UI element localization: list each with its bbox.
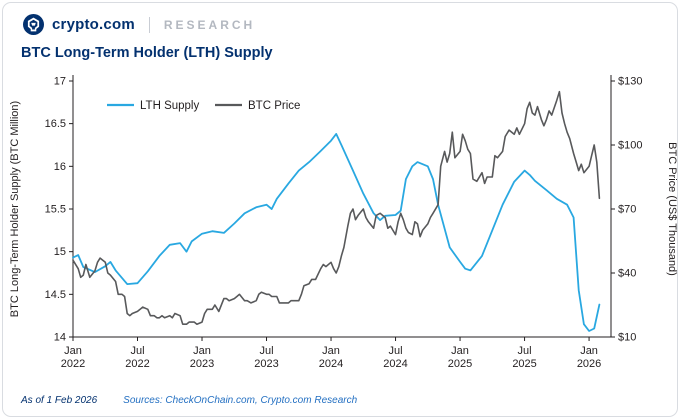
x-tick-year: 2024 [319,358,343,370]
brand-name: crypto.com [52,16,135,33]
x-tick-month: Jul [259,345,273,357]
left-tick-label: 14.5 [45,289,66,301]
chart-title: BTC Long-Term Holder (LTH) Supply [21,45,273,61]
right-tick-label: $130 [618,76,642,88]
x-tick-year: 2022 [61,358,85,370]
right-axis-title: BTC Price (US$ Thousand) [666,142,678,276]
left-tick-label: 16.5 [45,118,66,130]
left-tick-label: 15.5 [45,204,66,216]
x-tick-year: 2025 [448,358,472,370]
x-tick-year: 2023 [254,358,278,370]
crypto-com-logo-icon [23,14,44,35]
x-tick-month: Jan [451,345,469,357]
legend-label: LTH Supply [140,100,199,112]
series-lth-supply [72,133,601,332]
x-tick-year: 2025 [512,358,536,370]
left-tick-label: 17 [54,76,66,88]
left-tick-label: 16 [54,161,66,173]
header: crypto.com RESEARCH [23,14,255,35]
sources-note: Sources: CheckOnChain.com, Crypto.com Re… [123,395,358,406]
as-of-date: As of 1 Feb 2026 [21,395,98,406]
header-divider [148,16,150,33]
x-tick-month: Jan [193,345,211,357]
right-tick-label: $10 [618,332,636,344]
series-btc-price [72,90,601,326]
right-tick-label: $100 [618,140,642,152]
x-tick-month: Jan [322,345,340,357]
left-axis-title: BTC Long-Term Holder Supply (BTC Million… [9,101,21,317]
x-tick-year: 2026 [577,358,601,370]
legend-label: BTC Price [248,100,300,112]
x-tick-year: 2022 [125,358,149,370]
right-tick-label: $70 [618,204,636,216]
x-tick-month: Jul [518,345,532,357]
footer: As of 1 Feb 2026 Sources: CheckOnChain.c… [21,395,357,406]
x-tick-month: Jan [580,345,598,357]
research-label: RESEARCH [163,17,256,32]
chart-area: 14 14.5 15 15.5 16 16.5 17 $10 $40 $70 $100 $130 Jan… [3,65,678,373]
x-tick-month: Jul [130,345,144,357]
lth-supply-chart: 14 14.5 15 15.5 16 16.5 17 $10 $40 $70 $100 $130 Jan… [9,75,678,370]
x-tick-year: 2024 [383,358,407,370]
left-tick-label: 15 [54,246,66,258]
right-tick-label: $40 [618,268,636,280]
x-tick-month: Jan [64,345,82,357]
x-tick-year: 2023 [190,358,214,370]
x-tick-month: Jul [389,345,403,357]
left-tick-label: 14 [54,332,66,344]
